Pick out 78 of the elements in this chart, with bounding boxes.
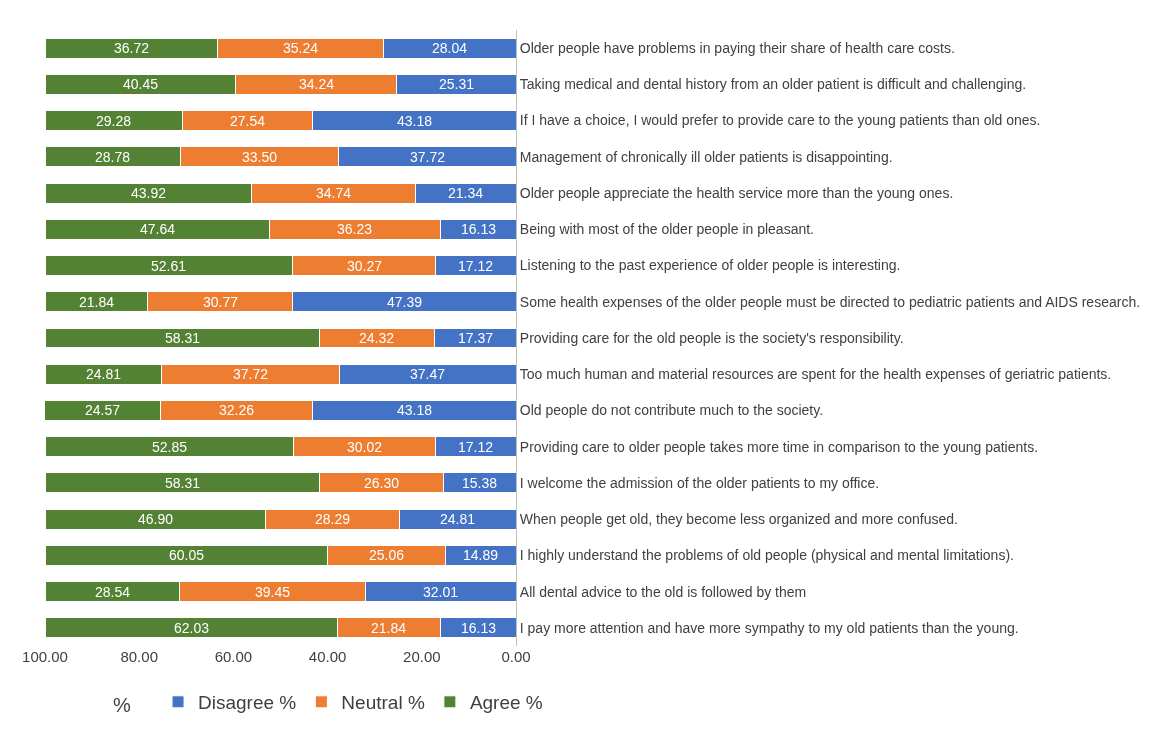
data-label: 58.31	[165, 330, 201, 346]
data-label: 30.02	[347, 439, 383, 455]
data-label: 58.31	[165, 475, 201, 491]
legend-label: Neutral %	[341, 692, 425, 714]
legend-label: Agree %	[469, 692, 543, 714]
y-tick-label: If I have a choice, I would prefer to provide care to the young patients than old ones.	[519, 112, 1041, 129]
data-label: 30.27	[347, 258, 383, 274]
data-label: 25.31	[439, 76, 475, 92]
data-label: 32.26	[219, 402, 255, 418]
data-label: 28.04	[432, 40, 468, 56]
data-label: 21.84	[79, 294, 115, 310]
x-axis-title: %	[113, 694, 131, 716]
data-label: 17.12	[458, 258, 494, 274]
data-label: 24.32	[359, 330, 395, 346]
data-label: 14.89	[463, 547, 499, 563]
data-label: 39.45	[255, 584, 291, 600]
x-tick-label: 40.00	[308, 648, 347, 665]
data-label: 30.77	[203, 294, 239, 310]
y-tick-label: I welcome the admission of the older patients to my office.	[519, 474, 880, 491]
data-label: 25.06	[369, 547, 405, 563]
data-label: 37.47	[410, 366, 446, 382]
x-tick-label: 0.00	[501, 648, 531, 665]
y-tick-label: Listening to the past experience of older people is interesting.	[519, 257, 901, 274]
data-label: 60.05	[169, 547, 205, 563]
data-label: 40.45	[123, 76, 159, 92]
y-tick-label: Older people have problems in paying their share of health care costs.	[519, 40, 955, 57]
data-label: 37.72	[233, 366, 269, 382]
y-tick-label: I highly understand the problems of old people (physical and mental limitations).	[519, 547, 1014, 564]
y-tick-label: When people get old, they become less organized and more confused.	[519, 511, 958, 528]
data-label: 52.85	[152, 439, 188, 455]
y-tick-label: I pay more attention and have more sympathy to my old patients than the young.	[519, 619, 1019, 636]
data-label: 43.18	[397, 402, 433, 418]
y-tick-label: Some health expenses of the older people must be directed to pediatric patients and AIDS research.	[519, 293, 1141, 310]
data-label: 24.81	[440, 511, 476, 527]
data-label: 27.54	[230, 113, 266, 129]
data-label: 34.74	[316, 185, 352, 201]
data-label: 47.39	[387, 294, 423, 310]
y-tick-label: Taking medical and dental history from an older patient is difficult and challenging.	[519, 76, 1027, 93]
y-tick-label: Too much human and material resources are spent for the health expenses of geriatric patients.	[519, 366, 1112, 383]
data-label: 17.12	[458, 439, 494, 455]
data-label: 15.38	[462, 475, 498, 491]
data-label: 29.28	[96, 113, 132, 129]
data-label: 28.29	[315, 511, 351, 527]
y-tick-label: Providing care to older people takes more time in comparison to the young patients.	[519, 438, 1039, 455]
data-label: 21.34	[448, 185, 484, 201]
data-label: 36.23	[337, 221, 373, 237]
data-label: 28.78	[95, 149, 131, 165]
y-tick-label: Management of chronically ill older patients is disappointing.	[519, 148, 893, 165]
data-label: 47.64	[140, 221, 176, 237]
y-tick-label: Older people appreciate the health service more than the young ones.	[519, 184, 954, 201]
x-tick-label: 60.00	[214, 648, 253, 665]
data-label: 21.84	[371, 620, 407, 636]
x-tick-label: 80.00	[120, 648, 158, 665]
x-tick-label: 100.00	[22, 648, 68, 665]
y-tick-label: Providing care for the old people is the society's responsibility.	[519, 329, 904, 346]
y-tick-label: Being with most of the older people in pleasant.	[519, 221, 814, 238]
data-label: 24.81	[86, 366, 122, 382]
data-label: 35.24	[283, 40, 319, 56]
data-label: 26.30	[364, 475, 400, 491]
data-label: 16.13	[461, 221, 497, 237]
data-label: 43.18	[397, 113, 433, 129]
data-label: 36.72	[114, 40, 150, 56]
data-label: 43.92	[131, 185, 167, 201]
data-label: 17.37	[458, 330, 494, 346]
legend-label: Disagree %	[198, 692, 297, 714]
data-label: 62.03	[174, 620, 210, 636]
x-tick-label: 20.00	[403, 648, 441, 665]
data-label: 37.72	[410, 149, 446, 165]
data-label: 33.50	[242, 149, 278, 165]
data-label: 34.24	[299, 76, 335, 92]
data-label: 32.01	[423, 584, 459, 600]
data-label: 24.57	[85, 402, 121, 418]
data-label: 16.13	[461, 620, 497, 636]
y-tick-label: All dental advice to the old is followed by them	[519, 583, 807, 600]
data-label: 46.90	[138, 511, 174, 527]
data-label: 52.61	[151, 258, 187, 274]
y-tick-label: Old people do not contribute much to the society.	[519, 402, 824, 419]
data-label: 28.54	[95, 584, 131, 600]
